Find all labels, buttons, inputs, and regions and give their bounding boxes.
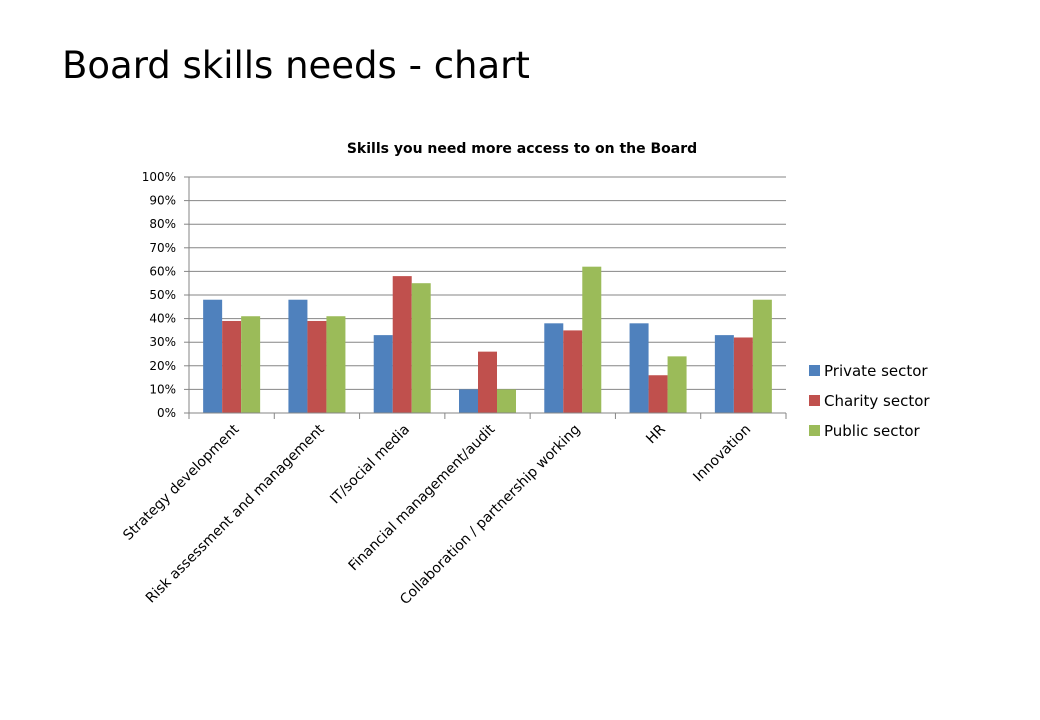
bars [203, 266, 772, 413]
bar-private-sector [544, 323, 564, 413]
chart-title: Skills you need more access to on the Bo… [347, 141, 697, 157]
legend-swatch [809, 425, 820, 436]
y-tick-label: 0% [157, 406, 176, 420]
bar-public-sector [411, 283, 431, 413]
bar-charity-sector [563, 330, 583, 413]
legend: Private sector Charity sector Public secto… [809, 362, 930, 440]
bar-public-sector [326, 316, 346, 413]
legend-swatch [809, 395, 820, 406]
bar-private-sector [203, 299, 223, 413]
bar-private-sector [373, 335, 393, 413]
bar-private-sector [629, 323, 649, 413]
y-tick-label: 70% [149, 241, 176, 255]
bar-public-sector [497, 389, 516, 413]
bar-public-sector [667, 356, 687, 413]
x-category-label: IT/social media [327, 422, 413, 508]
y-tick-label: 80% [149, 217, 176, 231]
legend-swatch [809, 365, 820, 376]
y-tick-label: 90% [149, 194, 176, 208]
x-category-label: Financial management/audit [346, 421, 499, 574]
slide-title: Board skills needs - chart [62, 44, 530, 87]
bar-charity-sector [222, 320, 242, 413]
bar-private-sector [714, 335, 734, 413]
bar-charity-sector [478, 351, 497, 413]
bar-public-sector [582, 266, 602, 413]
bar-private-sector [459, 389, 478, 413]
y-axis-tick-labels: 0% 10% 20% 30% 40% 50% 60% 70% 80% 90% 100% [142, 170, 176, 420]
bar-public-sector [241, 316, 261, 413]
bar-charity-sector [733, 337, 753, 413]
x-category-label: Innovation [690, 422, 754, 486]
axes [188, 177, 787, 419]
y-tick-label: 60% [149, 264, 176, 278]
y-tick-label: 40% [149, 312, 176, 326]
legend-label: Private sector [824, 362, 928, 380]
x-category-label: HR [643, 421, 669, 447]
legend-label: Public sector [824, 422, 921, 440]
y-tick-label: 10% [149, 382, 176, 396]
bar-public-sector [752, 299, 772, 413]
y-tick-label: 50% [149, 288, 176, 302]
x-category-label: Risk assessment and management [143, 421, 328, 606]
bar-private-sector [288, 299, 308, 413]
legend-label: Charity sector [824, 392, 930, 410]
bar-charity-sector [392, 276, 412, 413]
bar-charity-sector [307, 320, 327, 413]
y-tick-label: 20% [149, 359, 176, 373]
y-tick-label: 30% [149, 335, 176, 349]
bar-charity-sector [648, 375, 668, 413]
y-tick-label: 100% [142, 170, 176, 184]
x-category-label: Collaboration / partnership working [397, 422, 584, 609]
